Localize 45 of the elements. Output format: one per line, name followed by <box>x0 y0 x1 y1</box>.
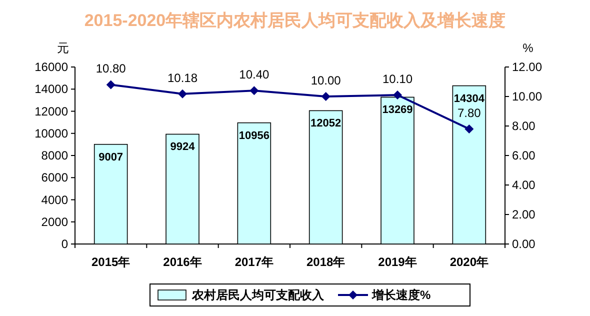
point <box>321 92 330 101</box>
x-tick-label: 2019年 <box>378 255 417 269</box>
point <box>464 124 474 134</box>
y2-tick-label: 2.00 <box>512 208 536 222</box>
data-label: 10.18 <box>167 70 198 85</box>
data-label: 14304 <box>454 92 486 105</box>
data-label: 13269 <box>382 104 413 116</box>
chart-title: 2015-2020年辖区内农村居民人均可支配收入及增长速度 <box>84 11 506 30</box>
y2-tick-label: 8.00 <box>512 119 536 133</box>
x-tick-label: 2020年 <box>450 255 489 269</box>
y-tick-label: 0 <box>61 237 68 251</box>
y2-tick-label: 4.00 <box>512 178 536 192</box>
y2-axis-title: % <box>522 41 534 55</box>
y2-tick-label: 6.00 <box>512 148 536 162</box>
point <box>393 90 402 100</box>
y-tick-label: 4000 <box>41 192 68 207</box>
legend-label: 增长速度% <box>371 288 431 302</box>
x-tick-label: 2016年 <box>163 255 202 269</box>
point <box>178 89 187 98</box>
y2-tick-label: 12.00 <box>512 60 542 74</box>
data-label: 12052 <box>310 118 342 130</box>
data-label: 9007 <box>98 151 124 164</box>
y2-tick-label: 10.00 <box>512 90 542 104</box>
x-tick-label: 2017年 <box>234 255 274 269</box>
y-tick-label: 12000 <box>34 104 68 118</box>
x-tick-label: 2015年 <box>91 255 130 269</box>
point <box>106 80 116 90</box>
data-label: 9924 <box>170 141 196 154</box>
y-tick-label: 16000 <box>34 60 68 74</box>
y2-tick-label: 0.00 <box>512 237 536 251</box>
y-tick-label: 6000 <box>41 170 68 185</box>
y-axis-title: 元 <box>57 41 69 55</box>
data-label: 10956 <box>238 130 270 142</box>
legend-label: 农村居民人均可支配收入 <box>191 288 325 302</box>
y-tick-label: 14000 <box>34 82 68 96</box>
x-tick-label: 2018年 <box>306 255 346 269</box>
data-label: 10.10 <box>382 72 413 86</box>
data-label: 10.80 <box>96 62 126 76</box>
y-tick-label: 8000 <box>41 148 68 162</box>
y-tick-label: 10000 <box>34 126 68 140</box>
point <box>250 86 259 96</box>
data-label: 7.80 <box>457 106 482 120</box>
data-label: 10.00 <box>310 74 342 88</box>
y-tick-label: 2000 <box>41 214 68 229</box>
data-label: 10.40 <box>239 68 270 82</box>
